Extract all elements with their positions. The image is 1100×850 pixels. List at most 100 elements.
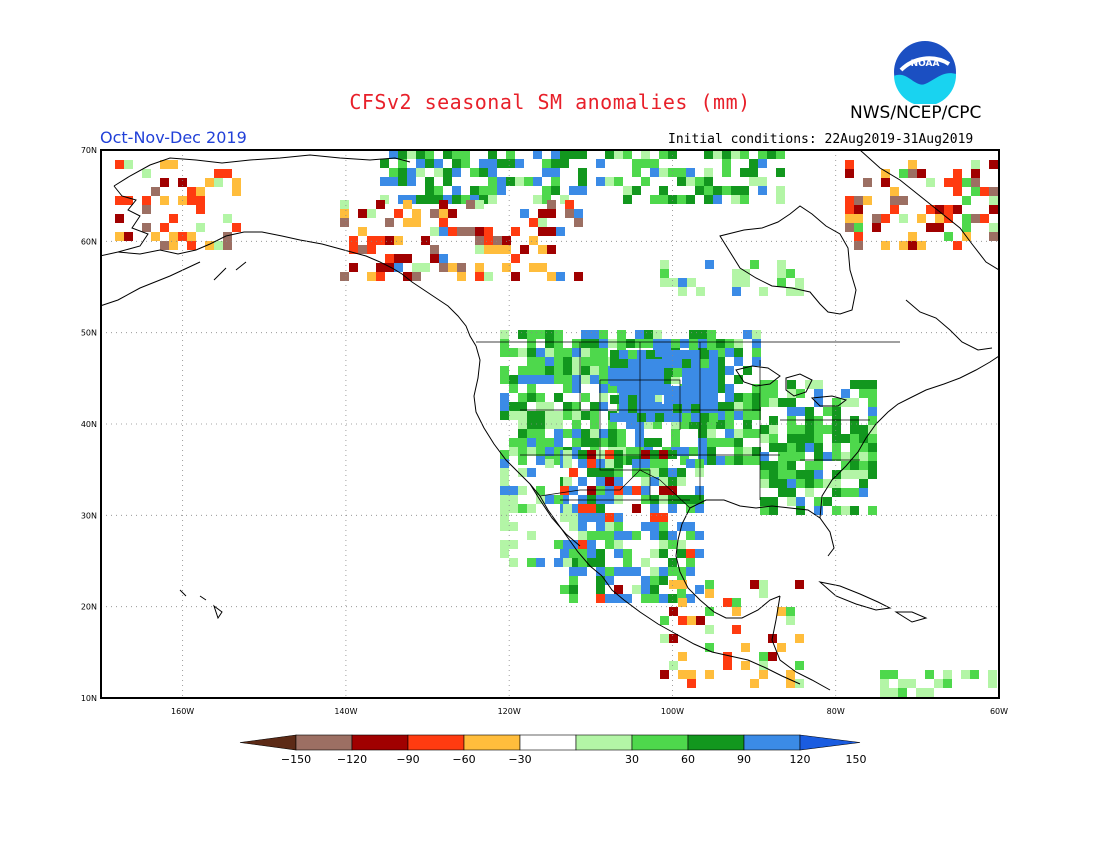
- anomaly-cell: [610, 368, 619, 377]
- anomaly-cell: [538, 245, 547, 254]
- anomaly-cell: [605, 495, 614, 504]
- anomaly-cell: [678, 652, 687, 661]
- anomaly-cell: [466, 200, 475, 209]
- anomaly-cell: [759, 670, 768, 679]
- anomaly-cell: [554, 357, 563, 366]
- anomaly-cell: [412, 263, 421, 272]
- anomaly-cell: [678, 598, 687, 607]
- anomaly-cell: [678, 278, 687, 287]
- anomaly-cell: [545, 375, 554, 384]
- anomaly-cell: [554, 348, 563, 357]
- anomaly-cell: [511, 254, 520, 263]
- anomaly-cell: [709, 395, 718, 404]
- anomaly-cell: [823, 452, 832, 461]
- anomaly-cell: [524, 177, 533, 186]
- anomaly-cell: [669, 634, 678, 643]
- anomaly-cell: [509, 438, 518, 447]
- anomaly-cell: [725, 339, 734, 348]
- anomaly-cell: [682, 413, 691, 422]
- anomaly-cell: [527, 357, 536, 366]
- anomaly-cell: [439, 218, 448, 227]
- colorbar-label: −60: [452, 753, 475, 766]
- anomaly-cell: [686, 531, 695, 540]
- anomaly-cell: [569, 594, 578, 603]
- anomaly-cell: [545, 495, 554, 504]
- anomaly-cell: [545, 459, 554, 468]
- anomaly-cell: [563, 429, 572, 438]
- anomaly-cell: [953, 205, 962, 214]
- anomaly-cell: [659, 186, 668, 195]
- anomaly-cell: [668, 195, 677, 204]
- anomaly-cell: [673, 350, 682, 359]
- anomaly-cell: [716, 438, 725, 447]
- anomaly-cell: [214, 178, 223, 187]
- anomaly-cell: [340, 272, 349, 281]
- anomaly-cell: [850, 470, 859, 479]
- anomaly-cell: [962, 196, 971, 205]
- anomaly-cell: [777, 643, 786, 652]
- anomaly-cell: [805, 470, 814, 479]
- anomaly-cell: [560, 495, 569, 504]
- anomaly-cell: [814, 479, 823, 488]
- anomaly-cell: [232, 187, 241, 196]
- anomaly-cell: [434, 159, 443, 168]
- anomaly-cell: [687, 278, 696, 287]
- colorbar-arrow-high: [799, 734, 861, 751]
- anomaly-cell: [769, 443, 778, 452]
- anomaly-cell: [614, 459, 623, 468]
- anomaly-cell: [916, 688, 925, 697]
- anomaly-cell: [599, 384, 608, 393]
- anomaly-cell: [832, 470, 841, 479]
- anomaly-cell: [917, 169, 926, 178]
- anomaly-cell: [750, 679, 759, 688]
- anomaly-cell: [547, 200, 556, 209]
- anomaly-cell: [590, 438, 599, 447]
- anomaly-cell: [759, 661, 768, 670]
- anomaly-cell: [760, 389, 769, 398]
- anomaly-cell: [678, 670, 687, 679]
- anomaly-cell: [832, 416, 841, 425]
- anomaly-cell: [707, 339, 716, 348]
- anomaly-cell: [659, 540, 668, 549]
- anomaly-cell: [569, 150, 578, 159]
- anomaly-cell: [664, 386, 673, 395]
- anomaly-cell: [673, 413, 682, 422]
- anomaly-cell: [425, 150, 434, 159]
- anomaly-cell: [814, 497, 823, 506]
- anomaly-cell: [749, 168, 758, 177]
- anomaly-cell: [650, 459, 659, 468]
- anomaly-cell: [705, 589, 714, 598]
- anomaly-cell: [716, 339, 725, 348]
- anomaly-cell: [890, 205, 899, 214]
- anomaly-cell: [142, 196, 151, 205]
- anomaly-cell: [778, 461, 787, 470]
- anomaly-cell: [659, 495, 668, 504]
- anomaly-cell: [617, 330, 626, 339]
- anomaly-cell: [590, 366, 599, 375]
- anomaly-cell: [695, 504, 704, 513]
- anomaly-cell: [509, 504, 518, 513]
- anomaly-cell: [709, 368, 718, 377]
- anomaly-cell: [740, 186, 749, 195]
- anomaly-cell: [614, 567, 623, 576]
- anomaly-cell: [980, 187, 989, 196]
- agency-label: NWS/NCEP/CPC: [850, 103, 982, 123]
- anomaly-cell: [578, 513, 587, 522]
- anomaly-cell: [439, 263, 448, 272]
- anomaly-cell: [632, 486, 641, 495]
- anomaly-cell: [416, 159, 425, 168]
- anomaly-cell: [635, 420, 644, 429]
- anomaly-cell: [538, 218, 547, 227]
- anomaly-cell: [500, 375, 509, 384]
- anomaly-cell: [628, 359, 637, 368]
- anomaly-cell: [554, 540, 563, 549]
- anomaly-cell: [709, 350, 718, 359]
- anomaly-cell: [917, 241, 926, 250]
- anomaly-cell: [777, 269, 786, 278]
- anomaly-cell: [660, 260, 669, 269]
- anomaly-cell: [635, 339, 644, 348]
- anomaly-cell: [527, 558, 536, 567]
- anomaly-cell: [660, 269, 669, 278]
- anomaly-cell: [596, 513, 605, 522]
- anomaly-cell: [407, 168, 416, 177]
